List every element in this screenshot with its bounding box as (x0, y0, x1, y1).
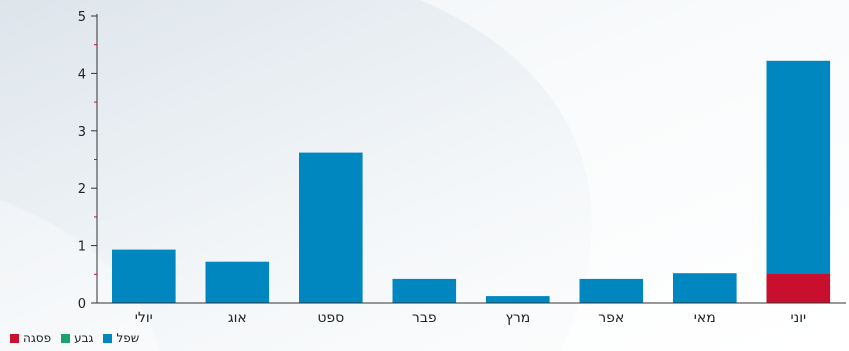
background-swoosh (420, 0, 849, 351)
x-tick-label: אפר (598, 310, 624, 326)
bar-2-series-3 (205, 261, 270, 303)
x-tick-label: יולי (135, 310, 153, 326)
y-tick-label: 0 (78, 297, 86, 312)
x-tick-label: מאי (694, 310, 716, 326)
y-tick-label: 2 (78, 182, 86, 197)
legend-swatch (103, 333, 113, 343)
y-tick-label: 1 (78, 240, 86, 255)
legend-swatch (61, 333, 71, 343)
x-tick-label: אוג (228, 310, 247, 326)
y-tick-label: 5 (78, 10, 86, 25)
x-tick-label: מרץ (505, 310, 530, 326)
legend-swatch (10, 333, 19, 343)
legend-label: שפל (116, 331, 140, 345)
x-tick-label: יוני (790, 310, 806, 326)
legend-item[interactable]: שפל (103, 331, 139, 345)
bar-5-series-3 (486, 296, 550, 303)
bar-6-series-3 (579, 278, 644, 303)
bar-1-series-3 (112, 249, 176, 303)
legend-label: פסגה (23, 331, 52, 345)
x-tick-label: ספט (317, 310, 344, 326)
bar-8-series-3 (766, 60, 831, 274)
legend-item[interactable]: פסגה (10, 331, 51, 345)
background-swoosh-left (0, 200, 160, 351)
y-tick-label: 4 (78, 67, 86, 82)
legend-label: גבע (74, 331, 94, 345)
x-tick-label: פבר (412, 310, 437, 326)
bar-4-series-3 (392, 278, 457, 303)
y-tick-label: 3 (78, 125, 86, 140)
legend: פסגה גבע שפל (10, 331, 139, 345)
bar-7-series-3 (673, 273, 737, 303)
bar-8-series-1 (766, 273, 831, 303)
bar-3-series-3 (299, 152, 363, 303)
legend-item[interactable]: גבע (61, 331, 93, 345)
